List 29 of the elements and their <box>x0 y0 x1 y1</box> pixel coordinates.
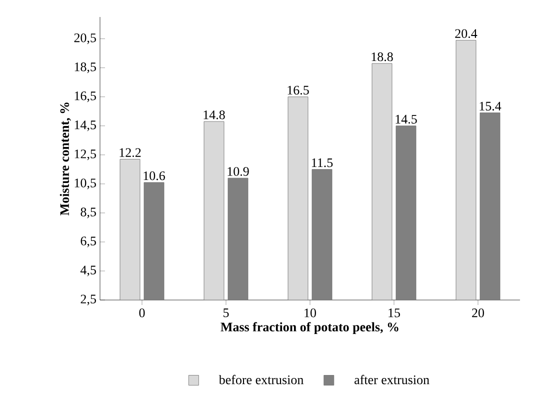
data-label: 10.6 <box>144 171 165 180</box>
data-label: 20.4 <box>455 29 478 38</box>
legend-label: before extrusion <box>218 374 304 384</box>
data-label: 10.9 <box>228 167 249 176</box>
y-tick-label: 2,5 <box>80 294 96 306</box>
y-tick-label: 4,5 <box>80 266 96 276</box>
data-label: 11.5 <box>312 158 333 168</box>
data-label: 12.2 <box>120 148 141 158</box>
y-tick-label: 8,5 <box>80 208 96 218</box>
x-axis-title: Mass fraction of potato peels, % <box>220 322 398 334</box>
y-tick-label: 10,5 <box>74 178 96 190</box>
x-tick-label: 15 <box>388 308 400 318</box>
x-tick-label: 5 <box>224 308 229 318</box>
y-tick-label: 20,5 <box>74 33 96 44</box>
data-label: 14.5 <box>396 114 417 124</box>
data-label: 16.5 <box>288 86 309 95</box>
legend-label: after extrusion <box>354 374 430 384</box>
y-tick-label: 16,5 <box>74 92 96 102</box>
data-label: 14.8 <box>204 110 225 120</box>
x-tick-label: 0 <box>139 308 145 318</box>
x-tick-label: 10 <box>304 308 316 318</box>
y-axis-title: Moisture content, % <box>60 102 71 216</box>
y-tick-label: 12,5 <box>74 150 96 160</box>
data-label: 15.4 <box>480 102 502 111</box>
y-tick-label: 6,5 <box>80 236 96 248</box>
x-tick-label: 20 <box>472 308 484 318</box>
data-label: 18.8 <box>372 52 393 62</box>
y-tick-label: 14,5 <box>74 120 96 132</box>
y-tick-label: 18,5 <box>74 62 96 74</box>
